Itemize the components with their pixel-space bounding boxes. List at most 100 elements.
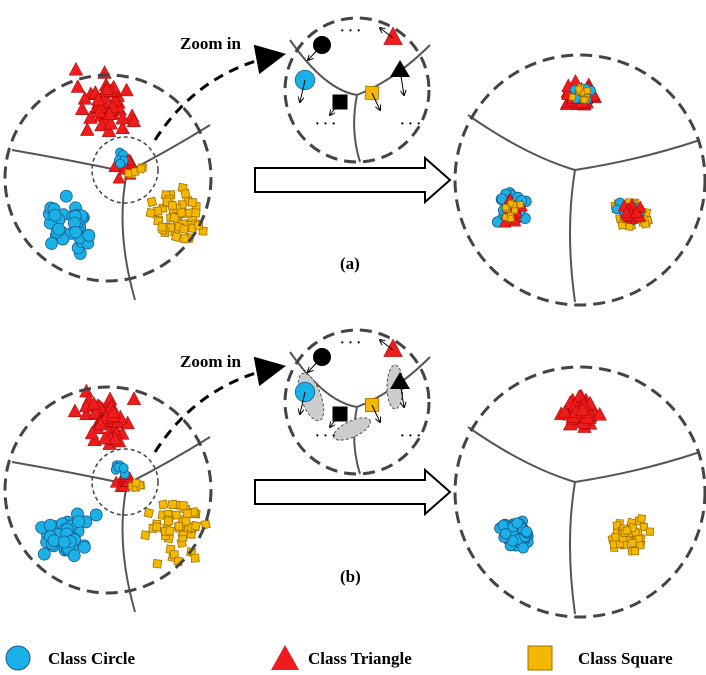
class-triangle <box>575 401 590 416</box>
drift-arrow <box>330 101 341 115</box>
drift-arrow <box>399 69 404 95</box>
drift-arrow <box>371 92 380 110</box>
class-square <box>506 214 515 223</box>
class-square <box>645 527 654 536</box>
class-square <box>190 520 201 532</box>
drift-arrow <box>300 79 306 102</box>
class-triangle <box>84 425 100 440</box>
class-triangle <box>101 123 117 137</box>
class-triangle <box>108 431 123 446</box>
class-square <box>180 234 190 244</box>
class-circle <box>89 508 103 522</box>
left-domain <box>3 385 213 595</box>
class-square <box>575 85 583 93</box>
class-triangle <box>102 106 117 120</box>
class-triangle <box>99 81 115 95</box>
class-circle <box>69 225 82 239</box>
right-domain <box>453 365 706 619</box>
class-square <box>622 525 632 536</box>
transform-arrow <box>254 467 452 517</box>
class-square <box>170 231 182 243</box>
caption: (b) <box>340 567 361 586</box>
class-circle <box>37 547 51 561</box>
left-domain <box>3 73 213 283</box>
legend-square <box>527 645 553 671</box>
class-circle <box>45 237 58 250</box>
class-circle <box>59 189 73 203</box>
class-square <box>157 222 167 232</box>
zoom-arrow <box>153 44 286 141</box>
drift-arrow <box>330 413 341 427</box>
class-circle <box>118 463 129 473</box>
class-triangle <box>87 432 102 446</box>
class-square <box>180 188 191 199</box>
class-square <box>169 212 180 223</box>
class-triangle <box>70 79 86 93</box>
class-triangle <box>115 110 130 125</box>
zoom-label: Zoom in <box>180 34 241 53</box>
class-triangle <box>67 403 83 418</box>
class-square <box>164 525 176 536</box>
class-square <box>176 207 187 218</box>
class-square <box>167 499 178 510</box>
ellipsis-dots: · · · <box>315 429 336 444</box>
zoom-domain <box>283 16 431 164</box>
legend-label: Class Square <box>578 649 673 668</box>
class-circle <box>82 229 96 242</box>
black-triangle <box>390 60 410 77</box>
class-triangle <box>126 113 142 128</box>
zoom-region <box>91 448 159 516</box>
class-square <box>178 500 188 511</box>
drift-arrow <box>308 44 323 60</box>
boundary <box>467 114 701 303</box>
class-square <box>151 522 162 532</box>
class-square <box>191 208 201 218</box>
class-square <box>158 499 169 510</box>
class-triangle <box>97 430 112 445</box>
class-triangle <box>115 120 130 134</box>
class-square <box>163 516 173 526</box>
class-square <box>174 521 184 531</box>
right-domain <box>453 53 706 307</box>
drift-arrow <box>380 28 394 39</box>
class-square <box>516 201 524 209</box>
class-square <box>583 86 592 95</box>
drift-arrow <box>399 381 404 407</box>
class-square <box>146 196 158 208</box>
class-square <box>568 93 577 102</box>
class-triangle <box>91 91 106 106</box>
caption: (a) <box>340 254 360 273</box>
zoom-label: Zoom in <box>180 352 241 371</box>
class-triangle <box>383 338 403 357</box>
class-square <box>152 559 163 569</box>
class-square <box>630 547 640 556</box>
legend-label: Class Circle <box>48 649 135 668</box>
black-triangle <box>390 372 410 389</box>
class-square <box>136 164 146 174</box>
zoom-region <box>91 136 159 204</box>
legend-triangle <box>271 645 299 670</box>
class-circle <box>52 222 66 236</box>
class-circle <box>78 540 91 554</box>
zoom-arrow <box>153 356 286 453</box>
class-square <box>200 519 211 530</box>
class-circle <box>520 526 533 538</box>
class-circle <box>511 517 523 529</box>
margin <box>333 417 371 441</box>
class-circle <box>72 515 86 529</box>
zoom-domain <box>283 328 431 476</box>
class-square <box>140 530 151 541</box>
class-circle <box>115 158 126 169</box>
class-square <box>131 478 141 488</box>
class-square <box>637 514 647 524</box>
class-triangle <box>74 101 90 115</box>
class-circle <box>48 208 62 222</box>
class-triangle <box>80 122 95 136</box>
ellipsis-dots: · · · <box>340 336 361 351</box>
class-square <box>143 507 154 519</box>
class-square <box>627 538 637 548</box>
drift-arrow <box>371 404 380 422</box>
class-triangle <box>91 104 107 118</box>
class-circle <box>517 542 529 554</box>
